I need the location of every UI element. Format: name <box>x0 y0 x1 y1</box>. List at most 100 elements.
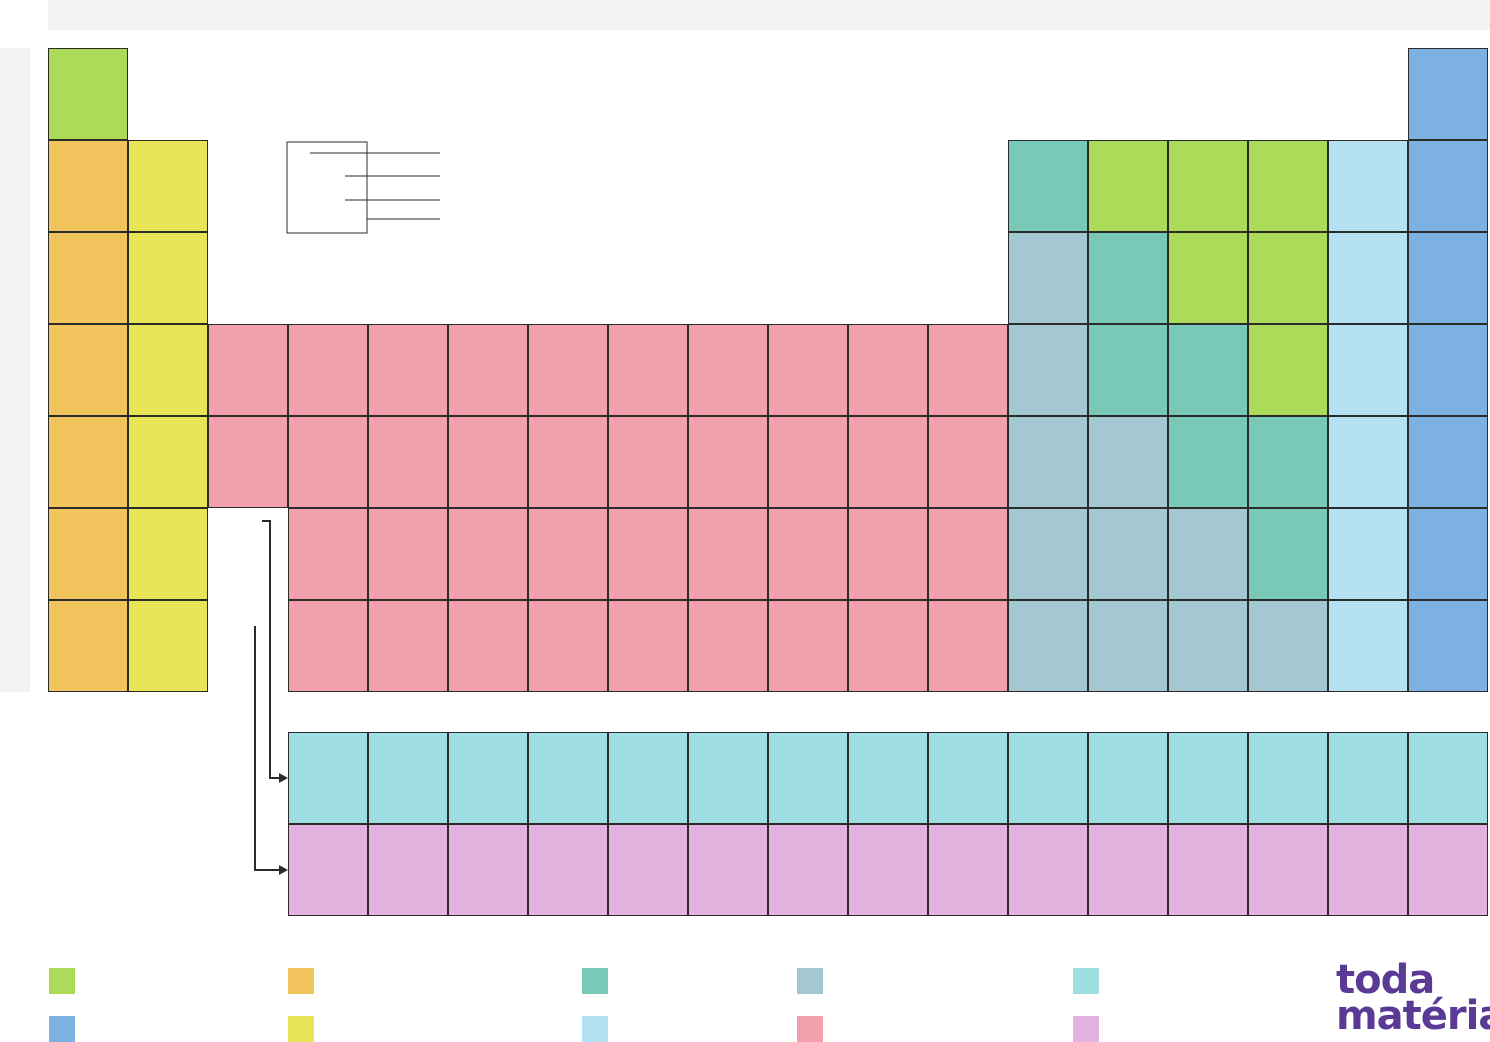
element-cell-noble[interactable] <box>1408 232 1488 324</box>
element-cell-transition[interactable] <box>608 416 688 508</box>
element-cell-nonmetal[interactable] <box>1248 324 1328 416</box>
element-cell-lanthanide[interactable] <box>928 732 1008 824</box>
element-cell-actinide[interactable] <box>608 824 688 916</box>
element-cell-actinide[interactable] <box>1408 824 1488 916</box>
element-cell-transition[interactable] <box>608 600 688 692</box>
element-cell-metal[interactable] <box>1008 140 1088 232</box>
element-cell-semimetal[interactable] <box>1088 508 1168 600</box>
element-cell-alkaline[interactable] <box>128 416 208 508</box>
element-cell-alkali[interactable] <box>48 324 128 416</box>
element-cell-transition[interactable] <box>928 416 1008 508</box>
element-cell-actinide[interactable] <box>368 824 448 916</box>
element-cell-transition[interactable] <box>448 416 528 508</box>
element-cell-metal[interactable] <box>1168 324 1248 416</box>
element-cell-noble[interactable] <box>1408 508 1488 600</box>
element-cell-alkaline[interactable] <box>128 600 208 692</box>
element-cell-alkali[interactable] <box>48 232 128 324</box>
element-cell-nonmetal[interactable] <box>1248 232 1328 324</box>
element-cell-semimetal[interactable] <box>1008 232 1088 324</box>
element-cell-nonmetal[interactable] <box>1248 140 1328 232</box>
element-cell-halogen[interactable] <box>1328 140 1408 232</box>
element-cell-semimetal[interactable] <box>1008 324 1088 416</box>
element-cell-lanthanide[interactable] <box>608 732 688 824</box>
element-cell-transition[interactable] <box>368 416 448 508</box>
element-cell-actinide[interactable] <box>448 824 528 916</box>
element-cell-semimetal[interactable] <box>1088 600 1168 692</box>
element-cell-actinide[interactable] <box>1248 824 1328 916</box>
element-cell-halogen[interactable] <box>1328 324 1408 416</box>
element-cell-transition[interactable] <box>448 508 528 600</box>
element-cell-lanthanide[interactable] <box>1088 732 1168 824</box>
element-cell-transition[interactable] <box>848 324 928 416</box>
element-cell-alkaline[interactable] <box>128 324 208 416</box>
element-cell-actinide[interactable] <box>928 824 1008 916</box>
element-cell-alkali[interactable] <box>48 508 128 600</box>
element-cell-transition[interactable] <box>848 416 928 508</box>
element-cell-transition[interactable] <box>928 508 1008 600</box>
element-cell-metal[interactable] <box>1248 416 1328 508</box>
element-cell-lanthanide[interactable] <box>288 732 368 824</box>
element-cell-noble[interactable] <box>1408 140 1488 232</box>
element-cell-actinide[interactable] <box>1168 824 1248 916</box>
element-cell-semimetal[interactable] <box>1168 600 1248 692</box>
element-cell-lanthanide[interactable] <box>1008 732 1088 824</box>
element-cell-transition[interactable] <box>528 508 608 600</box>
element-cell-lanthanide[interactable] <box>1328 732 1408 824</box>
element-cell-transition[interactable] <box>368 600 448 692</box>
element-cell-transition[interactable] <box>688 600 768 692</box>
element-cell-semimetal[interactable] <box>1248 600 1328 692</box>
element-cell-actinide[interactable] <box>848 824 928 916</box>
element-cell-noble[interactable] <box>1408 48 1488 140</box>
element-cell-transition[interactable] <box>208 416 288 508</box>
element-cell-lanthanide[interactable] <box>448 732 528 824</box>
element-cell-noble[interactable] <box>1408 324 1488 416</box>
element-cell-actinide[interactable] <box>1008 824 1088 916</box>
element-cell-transition[interactable] <box>688 416 768 508</box>
element-cell-nonmetal[interactable] <box>1168 140 1248 232</box>
element-cell-noble[interactable] <box>1408 600 1488 692</box>
element-cell-transition[interactable] <box>768 324 848 416</box>
element-cell-transition[interactable] <box>848 600 928 692</box>
element-cell-metal[interactable] <box>1168 416 1248 508</box>
element-cell-alkaline[interactable] <box>128 232 208 324</box>
element-cell-halogen[interactable] <box>1328 416 1408 508</box>
element-cell-transition[interactable] <box>288 324 368 416</box>
element-cell-lanthanide[interactable] <box>1408 732 1488 824</box>
element-cell-lanthanide[interactable] <box>1168 732 1248 824</box>
element-cell-lanthanide[interactable] <box>1248 732 1328 824</box>
element-cell-transition[interactable] <box>448 324 528 416</box>
element-cell-actinide[interactable] <box>288 824 368 916</box>
element-cell-actinide[interactable] <box>528 824 608 916</box>
element-cell-alkali[interactable] <box>48 416 128 508</box>
element-cell-transition[interactable] <box>848 508 928 600</box>
element-cell-transition[interactable] <box>768 600 848 692</box>
element-cell-transition[interactable] <box>608 508 688 600</box>
element-cell-nonmetal[interactable] <box>1168 232 1248 324</box>
element-cell-nonmetal[interactable] <box>48 48 128 140</box>
element-cell-halogen[interactable] <box>1328 508 1408 600</box>
element-cell-transition[interactable] <box>288 508 368 600</box>
element-cell-transition[interactable] <box>368 324 448 416</box>
element-cell-actinide[interactable] <box>1328 824 1408 916</box>
element-cell-transition[interactable] <box>608 324 688 416</box>
element-cell-transition[interactable] <box>448 600 528 692</box>
element-cell-transition[interactable] <box>528 416 608 508</box>
element-cell-semimetal[interactable] <box>1008 600 1088 692</box>
element-cell-lanthanide[interactable] <box>528 732 608 824</box>
element-cell-transition[interactable] <box>528 600 608 692</box>
element-cell-semimetal[interactable] <box>1008 508 1088 600</box>
element-cell-noble[interactable] <box>1408 416 1488 508</box>
element-cell-transition[interactable] <box>688 324 768 416</box>
element-cell-transition[interactable] <box>688 508 768 600</box>
element-cell-alkali[interactable] <box>48 140 128 232</box>
element-cell-lanthanide[interactable] <box>768 732 848 824</box>
element-cell-semimetal[interactable] <box>1168 508 1248 600</box>
element-cell-actinide[interactable] <box>1088 824 1168 916</box>
element-cell-semimetal[interactable] <box>1008 416 1088 508</box>
element-cell-transition[interactable] <box>768 508 848 600</box>
element-cell-lanthanide[interactable] <box>688 732 768 824</box>
element-cell-halogen[interactable] <box>1328 600 1408 692</box>
element-cell-metal[interactable] <box>1248 508 1328 600</box>
element-cell-transition[interactable] <box>528 324 608 416</box>
element-cell-actinide[interactable] <box>768 824 848 916</box>
